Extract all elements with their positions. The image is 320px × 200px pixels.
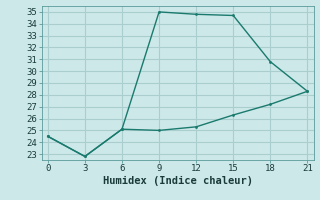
X-axis label: Humidex (Indice chaleur): Humidex (Indice chaleur) [103, 176, 252, 186]
